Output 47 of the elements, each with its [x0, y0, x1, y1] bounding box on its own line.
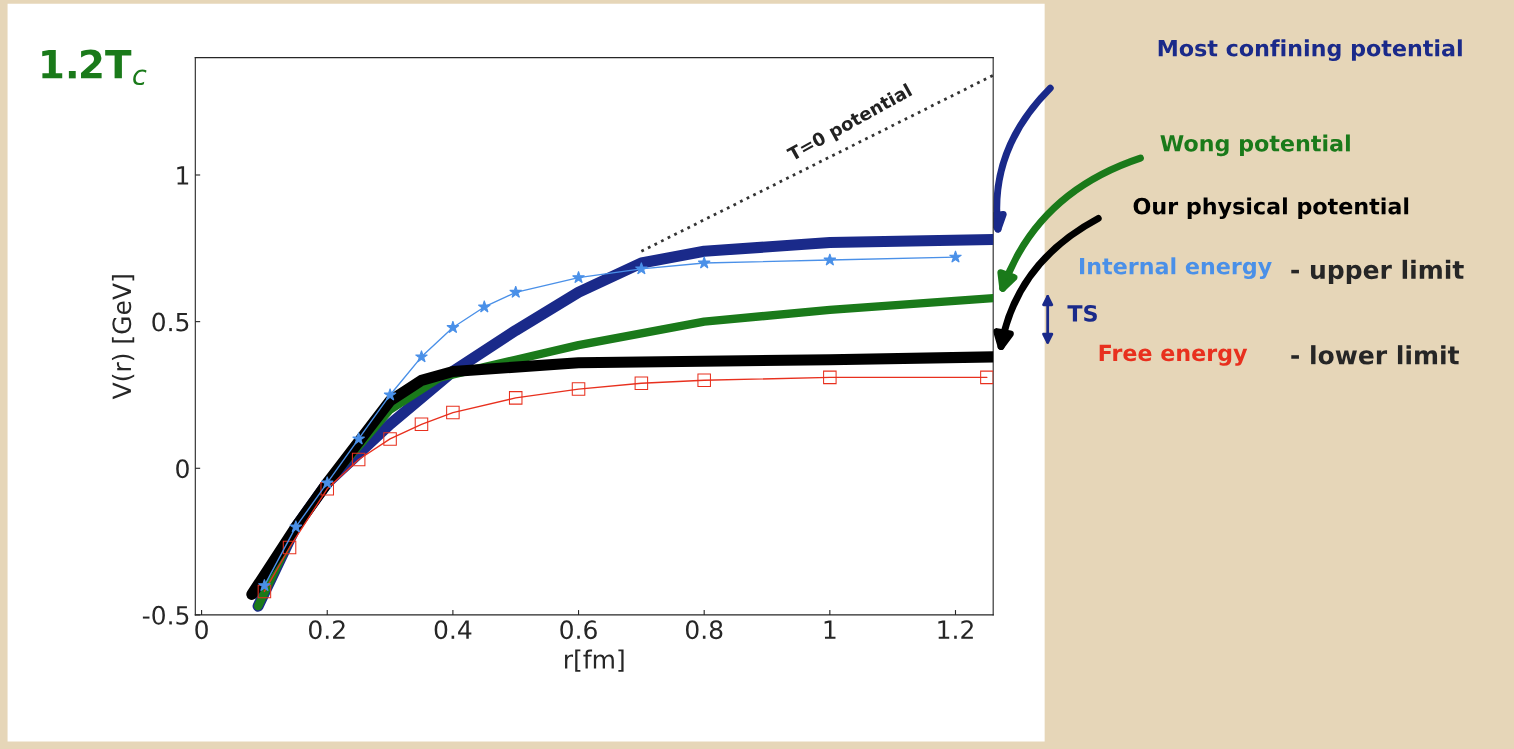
point: [446, 405, 460, 420]
x-tick-label: 0.4: [434, 620, 472, 640]
point: [383, 432, 397, 446]
point: [351, 452, 366, 467]
point: [289, 520, 303, 533]
point: [477, 300, 491, 313]
chart-title: 1.2T$_{c}$: [42, 49, 147, 86]
point: [509, 285, 523, 298]
point: [634, 376, 649, 390]
x-tick-label: 0.2: [309, 620, 345, 640]
point: [823, 253, 837, 266]
y-tick-label: -0.5: [142, 605, 189, 625]
x-tick-label: 1: [824, 620, 836, 639]
point: [352, 432, 366, 445]
y-tick-label: 0: [176, 459, 189, 479]
point: [320, 476, 334, 489]
x-tick-label: 1.2: [938, 620, 973, 639]
point: [697, 373, 711, 388]
y-tick-label: 0.5: [152, 312, 189, 332]
x-tick-label: 0.8: [685, 620, 723, 640]
text: Free energy: [1099, 344, 1248, 366]
point: [415, 350, 428, 363]
point: [949, 250, 962, 263]
text: - lower limit: [1291, 345, 1459, 365]
point: [320, 482, 335, 496]
point: [634, 262, 648, 275]
point: [446, 320, 460, 334]
text: Most confining potential: [1158, 39, 1462, 62]
point: [508, 391, 523, 405]
point: [282, 540, 297, 555]
point: [257, 584, 272, 599]
point: [414, 417, 429, 432]
text: - upper limit: [1291, 259, 1464, 284]
x-tick-label: 0.6: [560, 620, 597, 640]
point: [257, 578, 271, 592]
x-tick-label: 0: [195, 620, 208, 640]
text: TS: [1067, 304, 1097, 322]
text: Internal energy: [1080, 257, 1272, 279]
point: [572, 270, 585, 284]
point: [697, 256, 711, 269]
text: Wong potential: [1160, 134, 1350, 157]
point: [823, 370, 837, 385]
y-axis-title: V(r) [GeV]: [111, 275, 135, 400]
point: [571, 382, 586, 396]
x-axis-title: r[fm]: [565, 649, 624, 672]
text: Our physical potential: [1133, 197, 1409, 220]
y-tick-label: 1: [177, 166, 189, 185]
